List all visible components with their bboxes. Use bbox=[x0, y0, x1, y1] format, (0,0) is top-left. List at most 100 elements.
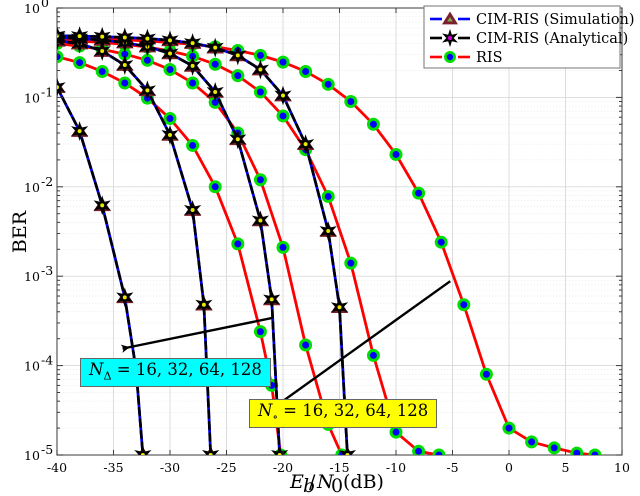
y-tick-label: 10 0 bbox=[24, 0, 49, 16]
y-tick-base: 10 bbox=[24, 180, 40, 195]
x-tick-labels: -40 -35 -30 -25 -20 -15 -10 -5 0 5 10 bbox=[47, 460, 630, 475]
marker-circle bbox=[525, 435, 539, 449]
marker-circle bbox=[208, 57, 222, 71]
marker-star-center bbox=[208, 453, 213, 455]
x-tick-label: -30 bbox=[160, 460, 180, 475]
n-o-annotation-value: = 16, 32, 64, 128 bbox=[277, 401, 429, 420]
marker-star-center bbox=[213, 45, 218, 50]
y-axis-label: BER bbox=[9, 210, 31, 253]
x-axis-label-b: b bbox=[303, 475, 315, 496]
marker-star-center bbox=[303, 142, 308, 147]
marker-star-center bbox=[190, 208, 195, 213]
marker-circle bbox=[457, 298, 471, 312]
marker-star-center bbox=[77, 129, 82, 134]
marker-star-center bbox=[269, 297, 274, 302]
marker-circle bbox=[366, 117, 380, 131]
legend-item-ris[interactable]: RIS bbox=[430, 50, 503, 66]
legend: CIM-RIS (Simulation) CIM-RIS (Analytical)… bbox=[423, 5, 635, 69]
series-line bbox=[57, 85, 145, 455]
y-tick-base: 10 bbox=[24, 448, 40, 463]
marker-circle bbox=[299, 64, 313, 78]
n-delta-annotation-value: = 16, 32, 64, 128 bbox=[111, 360, 262, 379]
n-o-annotation-arrow bbox=[275, 280, 451, 409]
marker-circle bbox=[570, 446, 584, 455]
x-axis-label: E b / N 0 (dB) bbox=[289, 471, 384, 496]
marker-circle bbox=[389, 147, 403, 161]
n-o-annotation: N∘ = 16, 32, 64, 128 bbox=[249, 399, 438, 429]
marker-circle bbox=[186, 76, 200, 90]
marker-star-center bbox=[168, 132, 172, 137]
marker-star-center bbox=[190, 41, 195, 46]
x-tick-label: 10 bbox=[614, 460, 630, 475]
marker-star-center bbox=[100, 34, 105, 39]
marker-circle bbox=[95, 64, 109, 78]
marker-star-center bbox=[258, 67, 263, 72]
x-axis-label-N: N bbox=[316, 471, 335, 493]
y-tick-base: 10 bbox=[24, 359, 40, 374]
legend-item-cim-ris-analytical-[interactable]: CIM-RIS (Analytical) bbox=[430, 28, 628, 47]
marker-star bbox=[134, 445, 152, 455]
legend-item-cim-ris-simulation-[interactable]: CIM-RIS (Simulation) bbox=[430, 11, 635, 28]
legend-label: CIM-RIS (Simulation) bbox=[476, 12, 635, 28]
x-axis-label-slash: / bbox=[309, 471, 316, 493]
y-tick-exponent: 0 bbox=[41, 0, 49, 10]
x-tick-label: -5 bbox=[446, 460, 458, 475]
n-delta-annotation-arrow bbox=[120, 316, 272, 353]
y-tick-base: 10 bbox=[24, 269, 40, 284]
marker-circle bbox=[253, 173, 267, 187]
marker-circle bbox=[321, 189, 335, 203]
marker-star-center bbox=[213, 89, 218, 94]
marker-star-center bbox=[235, 137, 240, 142]
x-tick-label: -20 bbox=[273, 460, 293, 475]
x-tick-label: -25 bbox=[216, 460, 236, 475]
marker-circle bbox=[389, 425, 403, 439]
marker-circle bbox=[479, 367, 493, 381]
marker-star-center bbox=[122, 35, 127, 40]
marker-circle bbox=[276, 240, 290, 254]
marker-circle bbox=[588, 448, 602, 455]
marker-circle bbox=[253, 48, 267, 62]
x-tick-label: 5 bbox=[562, 460, 570, 475]
marker-circle bbox=[366, 348, 380, 362]
marker-circle bbox=[57, 50, 64, 64]
annotation-arrows bbox=[120, 280, 451, 409]
x-tick-label: -40 bbox=[47, 460, 67, 475]
marker-circle bbox=[186, 138, 200, 152]
marker-star-center bbox=[201, 302, 206, 307]
marker-circle bbox=[140, 53, 154, 67]
marker-star-center bbox=[277, 453, 282, 455]
marker-star-center bbox=[235, 53, 240, 58]
y-tick-base: 10 bbox=[24, 1, 40, 16]
x-axis-label-E: E bbox=[289, 471, 304, 493]
marker-star-center bbox=[337, 305, 342, 310]
y-tick-exponent: -3 bbox=[41, 263, 53, 278]
marker-star-center bbox=[57, 85, 59, 90]
marker-star bbox=[202, 445, 220, 455]
legend-star-center bbox=[447, 35, 453, 41]
marker-star-center bbox=[326, 229, 331, 234]
marker-star bbox=[338, 445, 357, 455]
series-line bbox=[57, 34, 349, 455]
marker-star-center bbox=[140, 453, 145, 455]
marker-circle bbox=[231, 237, 245, 251]
marker-circle bbox=[118, 76, 132, 90]
marker-circle bbox=[73, 56, 87, 70]
marker-star-center bbox=[145, 36, 150, 41]
marker-circle bbox=[432, 448, 446, 455]
marker-circle bbox=[502, 421, 516, 435]
marker-circle bbox=[547, 441, 561, 455]
y-tick-exponent: -4 bbox=[41, 353, 53, 368]
marker-circle bbox=[299, 338, 313, 352]
legend-label: CIM-RIS (Analytical) bbox=[476, 31, 628, 47]
marker-star-center bbox=[77, 34, 82, 39]
marker-star-center bbox=[122, 63, 127, 68]
marker-circle bbox=[253, 325, 267, 339]
y-tick-exponent: -1 bbox=[41, 84, 53, 99]
x-tick-label: 0 bbox=[505, 460, 513, 475]
y-tick-label: 10 -3 bbox=[24, 263, 53, 284]
legend-label: RIS bbox=[476, 50, 503, 66]
marker-circle bbox=[444, 51, 456, 63]
n-o-annotation-symbol: N∘ bbox=[258, 401, 278, 424]
